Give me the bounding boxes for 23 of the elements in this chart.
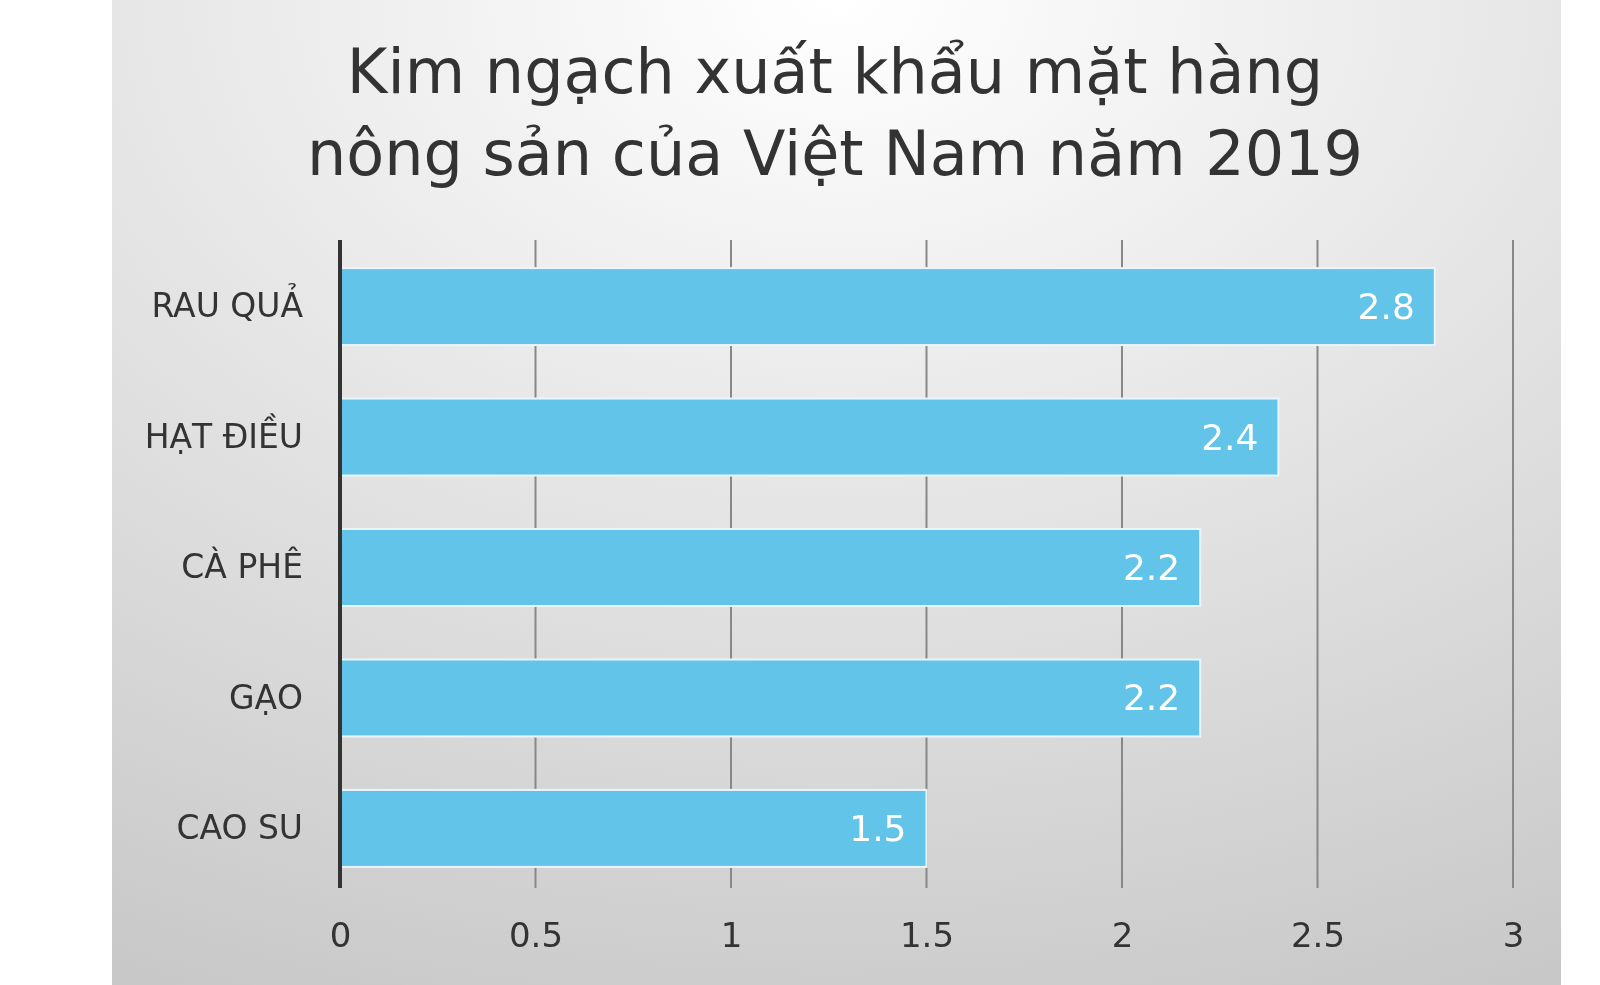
x-tick-label: 3 xyxy=(1502,915,1525,956)
bar xyxy=(339,528,1202,607)
bar xyxy=(339,267,1436,347)
y-tick-label: RAU QUẢ xyxy=(151,282,304,326)
bar xyxy=(339,397,1280,477)
y-tick-label: CAO SU xyxy=(176,807,303,847)
x-tick-label: 2.5 xyxy=(1290,915,1346,956)
x-tick-label: 2 xyxy=(1111,915,1134,956)
x-tick-label: 1.5 xyxy=(899,915,955,956)
y-tick-label: CÀ PHÊ xyxy=(181,546,303,587)
data-label: 2.2 xyxy=(1122,677,1181,719)
bar xyxy=(339,658,1202,738)
x-tick-label: 0.5 xyxy=(508,915,564,956)
chart-title: Kim ngạch xuất khẩu mặt hàng nông sản của Việt Nam năm 2019 xyxy=(306,35,1364,190)
x-tick-label: 1 xyxy=(720,915,743,956)
x-tick-label: 0 xyxy=(329,915,352,956)
y-tick-label: HẠT ĐIỀU xyxy=(144,412,303,456)
data-label: 2.2 xyxy=(1122,547,1181,588)
y-tick-label: GẠO xyxy=(228,677,303,717)
bar xyxy=(339,788,928,868)
data-label: 1.5 xyxy=(849,807,907,849)
data-label: 2.4 xyxy=(1201,416,1259,458)
data-label: 2.8 xyxy=(1357,286,1415,328)
